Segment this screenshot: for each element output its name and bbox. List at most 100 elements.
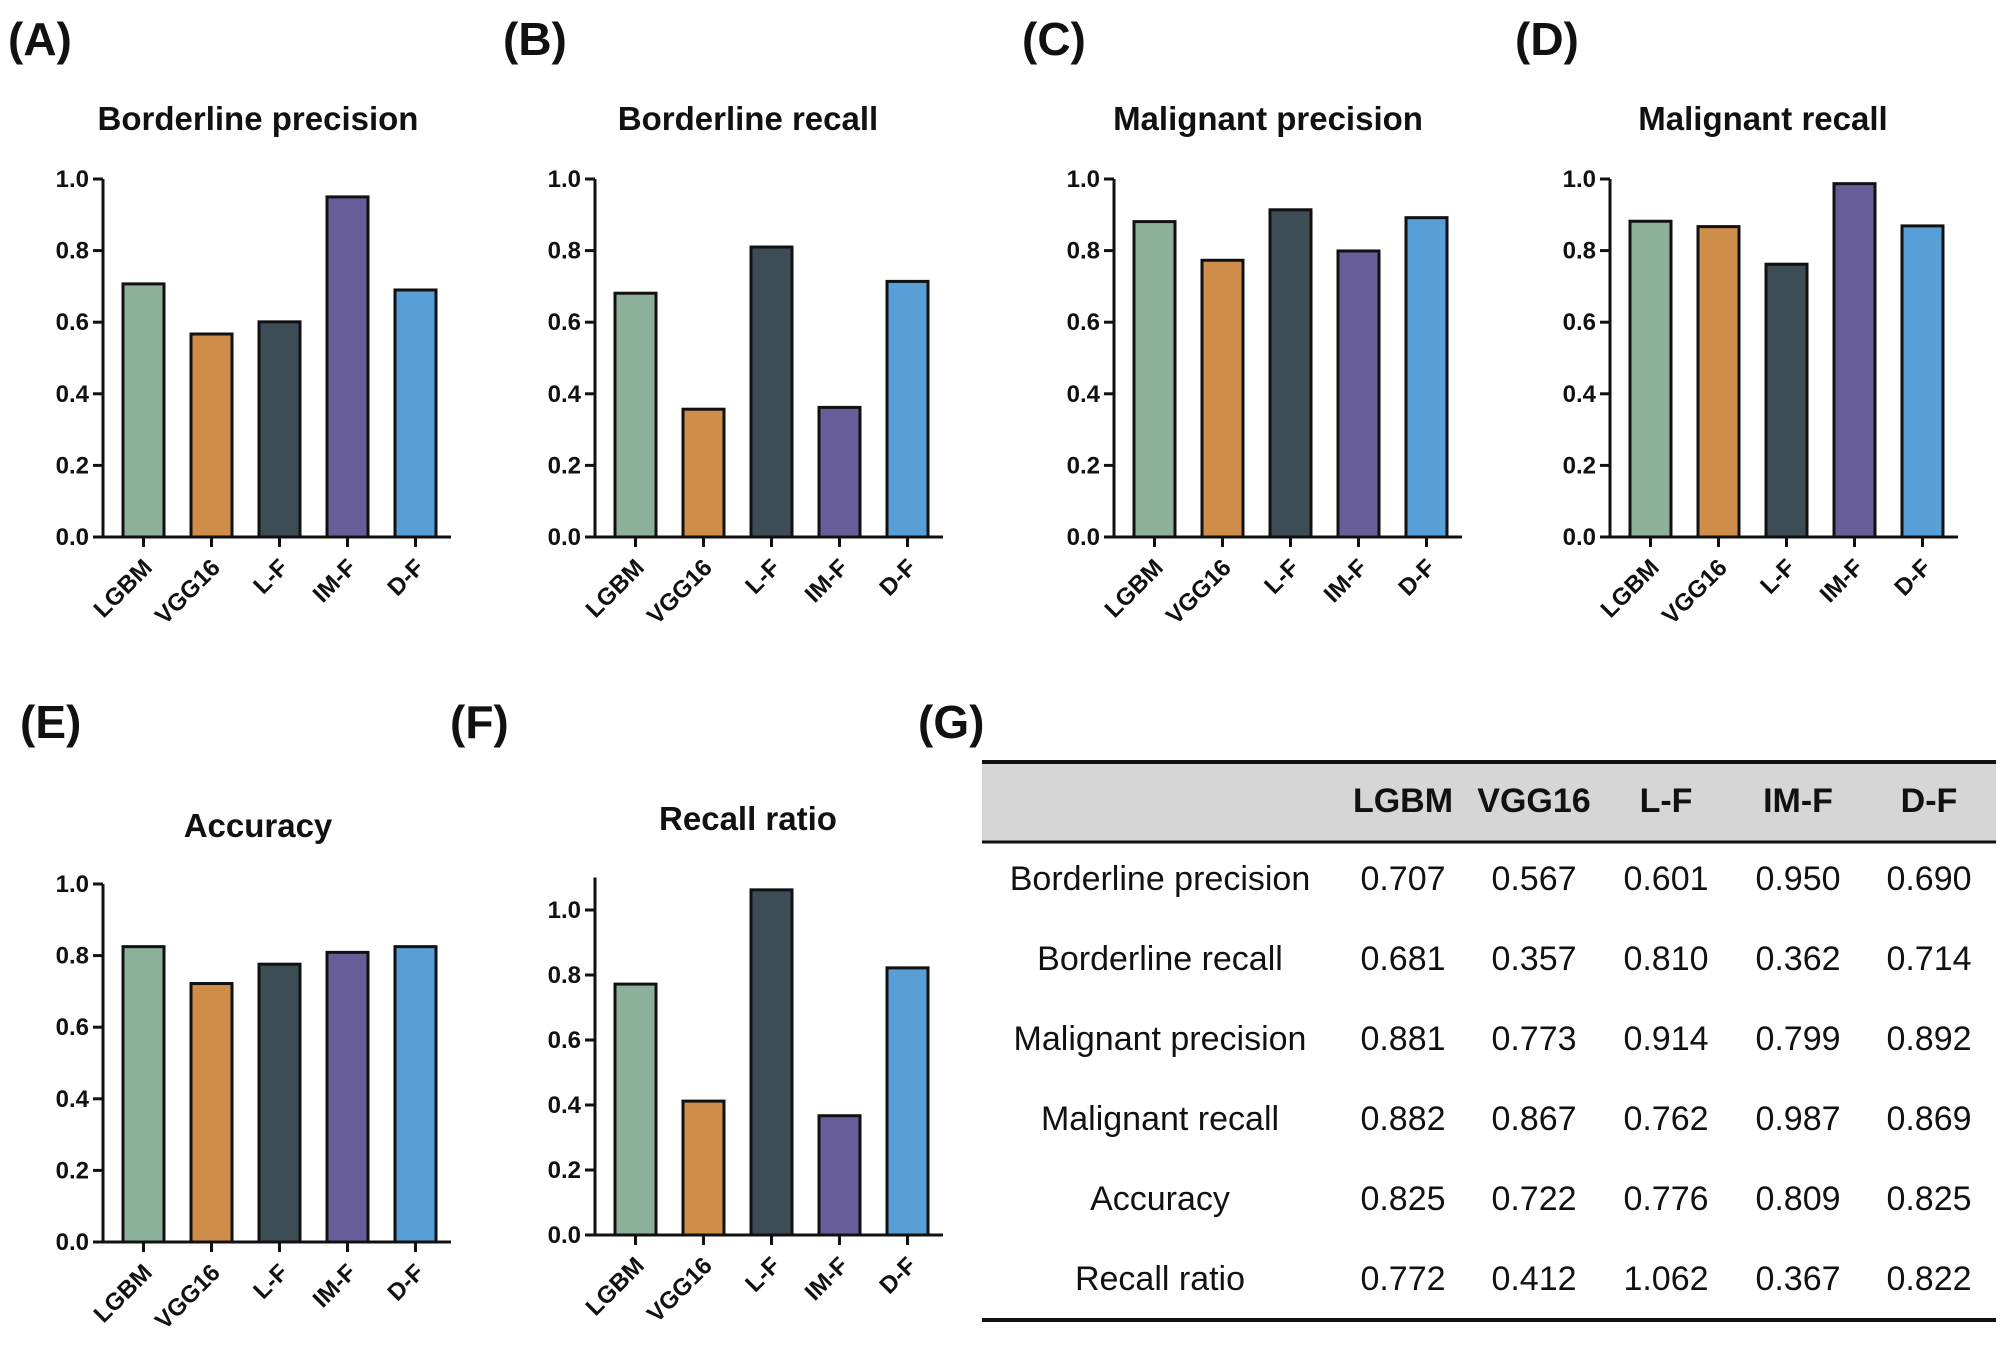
table-cell: 0.987	[1755, 1100, 1840, 1138]
y-tick-label-p0: 0.2	[56, 452, 89, 479]
y-tick-label-p2: 0.2	[1067, 452, 1100, 479]
table-row-label: Malignant precision	[1014, 1020, 1307, 1058]
x-tick-label-p1-LGBM: LGBM	[581, 554, 650, 623]
bar-p4-IM-F	[325, 950, 370, 1244]
y-tick-label-p5: 0.8	[548, 962, 581, 989]
y-tick-label-p5: 0.0	[548, 1222, 581, 1249]
bar-p1-LGBM	[613, 291, 658, 539]
bar-p0-L-F	[257, 320, 302, 539]
x-tick-label-p5-IM-F: IM-F	[800, 1252, 854, 1306]
y-tick-label-p5: 0.4	[548, 1092, 582, 1119]
bar-p2-L-F	[1268, 208, 1313, 539]
table-row-label: Borderline precision	[1010, 860, 1311, 898]
bar-p0-D-F	[393, 288, 438, 539]
table-cell: 0.772	[1360, 1260, 1445, 1298]
table-cell: 0.601	[1623, 860, 1708, 898]
table-header-VGG16: VGG16	[1477, 782, 1590, 820]
table-header-D-F: D-F	[1901, 782, 1958, 820]
y-tick-label-p3: 0.0	[1563, 524, 1596, 551]
table-row-label: Recall ratio	[1075, 1260, 1245, 1298]
bar-p2-D-F	[1404, 216, 1449, 539]
bar-p1-IM-F	[817, 405, 862, 539]
y-tick-label-p1: 0.2	[548, 452, 581, 479]
table-cell: 0.825	[1360, 1180, 1445, 1218]
x-tick-label-p1-L-F: L-F	[740, 554, 785, 599]
panel-label-p5: (F)	[450, 696, 509, 748]
table-cell: 0.690	[1886, 860, 1971, 898]
chart-title-p3: Malignant recall	[1638, 100, 1887, 137]
table-cell: 0.357	[1491, 940, 1576, 978]
bar-p3-LGBM	[1628, 219, 1673, 539]
bar-p1-VGG16	[681, 407, 726, 539]
x-tick-label-p3-VGG16: VGG16	[1657, 554, 1733, 630]
bar-p5-LGBM	[613, 982, 658, 1237]
panel-label-p0: (A)	[8, 13, 72, 65]
x-tick-label-p3-LGBM: LGBM	[1596, 554, 1665, 623]
bar-p2-VGG16	[1200, 258, 1245, 539]
panel-label-p4: (E)	[20, 696, 81, 748]
x-tick-label-p4-D-F: D-F	[382, 1259, 429, 1306]
table-cell: 0.762	[1623, 1100, 1708, 1138]
table-cell: 0.773	[1491, 1020, 1576, 1058]
table-header-bg	[982, 762, 1996, 842]
y-tick-label-p1: 0.4	[548, 381, 582, 408]
x-tick-label-p2-VGG16: VGG16	[1161, 554, 1237, 630]
x-tick-label-p5-D-F: D-F	[874, 1252, 921, 1299]
y-tick-label-p3: 1.0	[1563, 166, 1596, 193]
y-tick-label-p2: 0.4	[1067, 381, 1101, 408]
bar-p5-D-F	[885, 966, 930, 1237]
y-tick-label-p0: 0.8	[56, 238, 89, 265]
x-tick-label-p3-IM-F: IM-F	[1815, 554, 1869, 608]
table-cell: 0.362	[1755, 940, 1840, 978]
y-tick-label-p4: 0.8	[56, 943, 89, 970]
y-tick-label-p1: 1.0	[548, 166, 581, 193]
chart-title-p0: Borderline precision	[98, 100, 419, 137]
x-tick-label-p0-VGG16: VGG16	[150, 554, 226, 630]
y-tick-label-p4: 0.0	[56, 1229, 89, 1256]
bar-p4-LGBM	[121, 945, 166, 1244]
bar-p0-VGG16	[189, 332, 234, 539]
x-tick-label-p2-D-F: D-F	[1393, 554, 1440, 601]
y-tick-label-p4: 0.4	[56, 1086, 90, 1113]
y-tick-label-p0: 0.4	[56, 381, 90, 408]
bar-p5-IM-F	[817, 1114, 862, 1237]
table-cell: 0.881	[1360, 1020, 1445, 1058]
table-header-LGBM: LGBM	[1353, 782, 1453, 820]
panel-label-p3: (D)	[1515, 13, 1579, 65]
y-tick-label-p2: 0.6	[1067, 309, 1100, 336]
chart-title-p4: Accuracy	[184, 807, 333, 844]
y-tick-label-p0: 0.6	[56, 309, 89, 336]
x-tick-label-p2-LGBM: LGBM	[1100, 554, 1169, 623]
chart-title-p5: Recall ratio	[659, 800, 837, 837]
bar-p3-D-F	[1900, 224, 1945, 539]
table-cell: 0.825	[1886, 1180, 1971, 1218]
y-tick-label-p2: 0.8	[1067, 238, 1100, 265]
x-tick-label-p0-IM-F: IM-F	[308, 554, 362, 608]
x-tick-label-p3-D-F: D-F	[1889, 554, 1936, 601]
y-tick-label-p3: 0.2	[1563, 452, 1596, 479]
bar-p4-D-F	[393, 945, 438, 1244]
table-cell: 0.776	[1623, 1180, 1708, 1218]
y-tick-label-p5: 0.2	[548, 1157, 581, 1184]
panel-label-p2: (C)	[1022, 13, 1086, 65]
x-tick-label-p0-L-F: L-F	[248, 554, 293, 599]
x-tick-label-p4-L-F: L-F	[248, 1259, 293, 1304]
x-tick-label-p4-VGG16: VGG16	[150, 1259, 226, 1335]
table-row-label: Malignant recall	[1041, 1100, 1279, 1138]
table-cell: 0.882	[1360, 1100, 1445, 1138]
chart-title-p2: Malignant precision	[1113, 100, 1423, 137]
x-tick-label-p0-D-F: D-F	[382, 554, 429, 601]
y-tick-label-p5: 0.6	[548, 1027, 581, 1054]
y-tick-label-p4: 0.2	[56, 1157, 89, 1184]
x-tick-label-p2-IM-F: IM-F	[1319, 554, 1373, 608]
table-cell: 0.810	[1623, 940, 1708, 978]
y-tick-label-p3: 0.4	[1563, 381, 1597, 408]
bar-p0-LGBM	[121, 282, 166, 539]
y-tick-label-p0: 0.0	[56, 524, 89, 551]
y-tick-label-p1: 0.8	[548, 238, 581, 265]
x-tick-label-p5-LGBM: LGBM	[581, 1252, 650, 1321]
table-cell: 0.799	[1755, 1020, 1840, 1058]
y-tick-label-p2: 1.0	[1067, 166, 1100, 193]
x-tick-label-p4-LGBM: LGBM	[89, 1259, 158, 1328]
